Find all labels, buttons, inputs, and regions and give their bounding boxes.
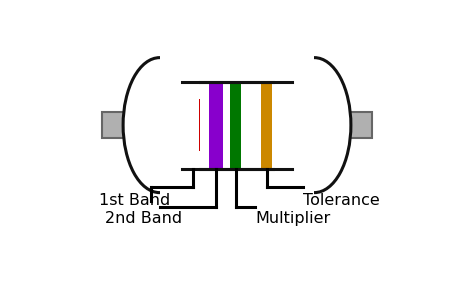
FancyBboxPatch shape [102, 112, 126, 138]
FancyBboxPatch shape [275, 55, 314, 195]
FancyBboxPatch shape [230, 82, 241, 169]
Text: Multiplier: Multiplier [255, 211, 330, 226]
FancyBboxPatch shape [348, 112, 372, 138]
FancyBboxPatch shape [182, 82, 292, 169]
FancyBboxPatch shape [209, 82, 223, 169]
Ellipse shape [278, 58, 351, 193]
FancyBboxPatch shape [261, 82, 273, 169]
Text: Tolerance: Tolerance [303, 193, 380, 208]
Ellipse shape [123, 58, 196, 193]
FancyBboxPatch shape [187, 99, 200, 151]
Text: 1st Band: 1st Band [99, 193, 171, 208]
FancyBboxPatch shape [160, 55, 199, 195]
Text: 2nd Band: 2nd Band [105, 211, 182, 226]
